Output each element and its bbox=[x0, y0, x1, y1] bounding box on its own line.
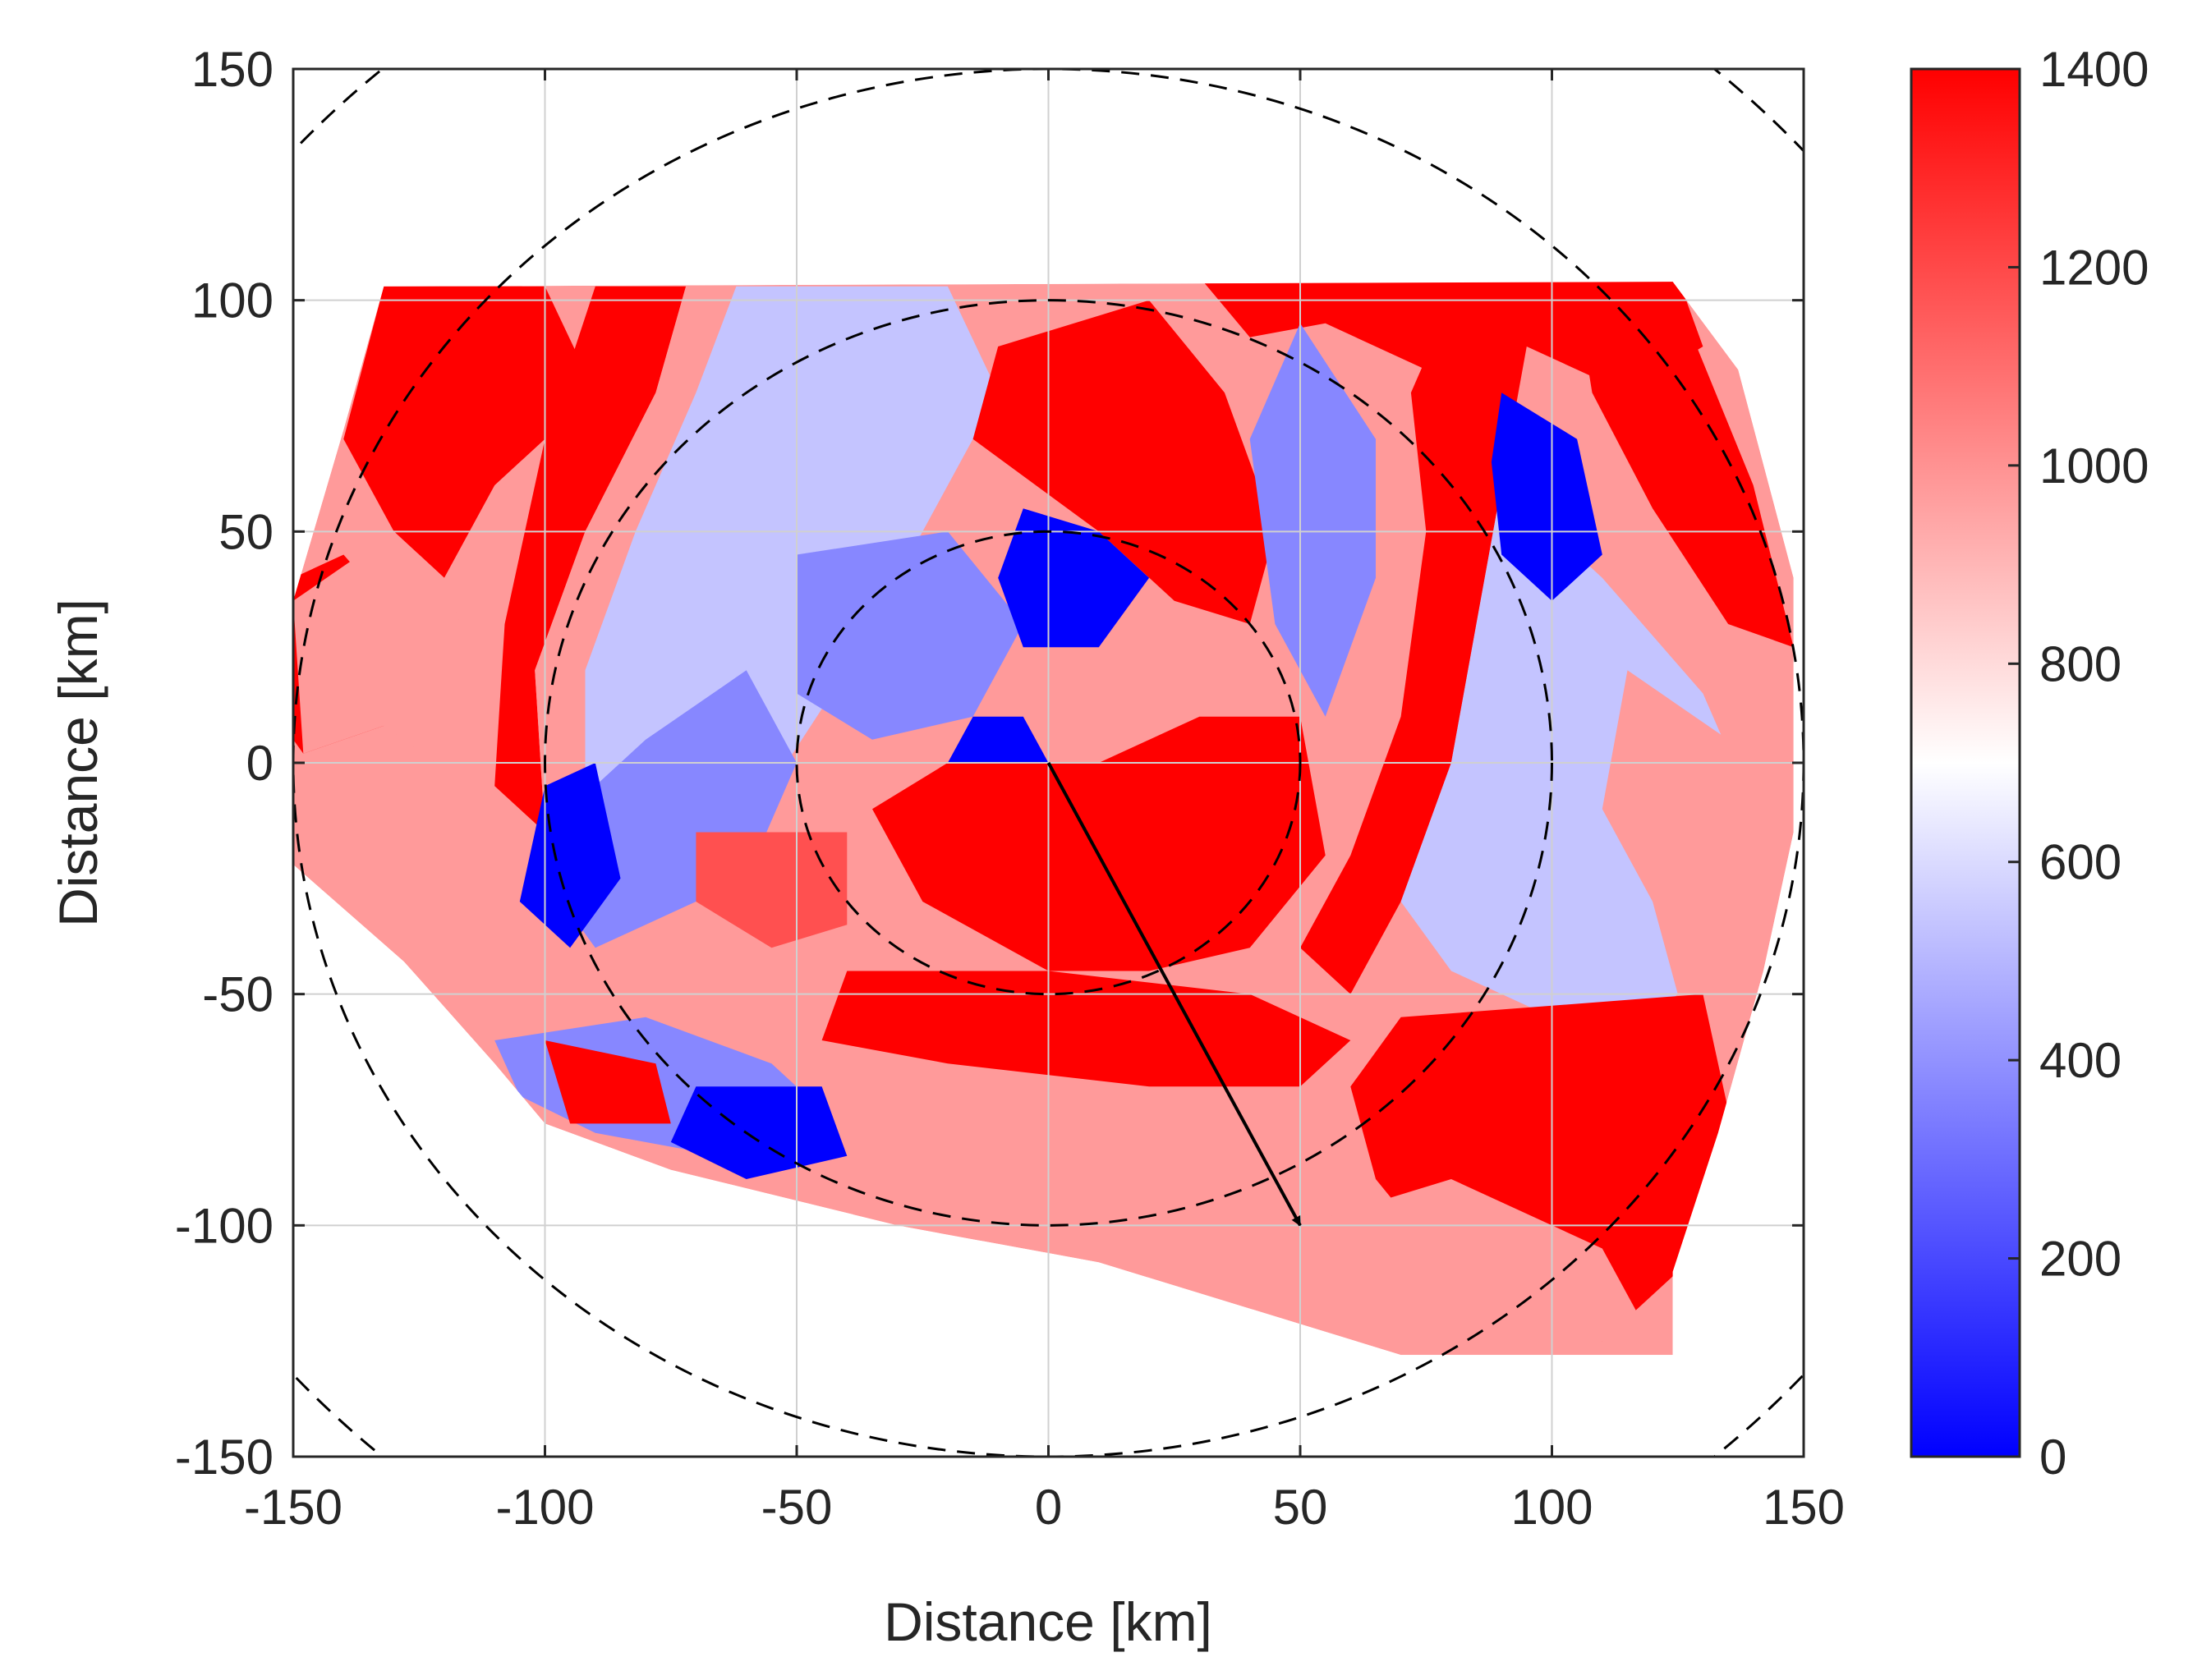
y-axis-label: Distance [km] bbox=[48, 599, 108, 927]
field-region-inner-mid-blue bbox=[797, 531, 1023, 740]
field-region-east-mid-blue bbox=[1249, 323, 1376, 717]
x-tick-label: 150 bbox=[1763, 1480, 1845, 1535]
heatmap-field bbox=[293, 282, 1794, 1356]
colorbar-tick-label: 1200 bbox=[2039, 240, 2149, 295]
colorbar: 1400 1200 1000 800 600 400 200 0 bbox=[1910, 42, 2149, 1485]
field-region-northwest-band bbox=[343, 286, 595, 578]
field-region-spiral-band-1 bbox=[494, 286, 687, 833]
field-region-southwest-red bbox=[545, 1040, 671, 1124]
field-region-far-east-pink bbox=[1602, 670, 1779, 994]
field-region-south-red-band bbox=[821, 971, 1351, 1087]
y-axis: 150 100 50 0 -50 -100 -150 bbox=[175, 42, 1804, 1485]
colorbar-tick-label: 1000 bbox=[2039, 438, 2149, 493]
colorbar-ticks: 1400 1200 1000 800 600 400 200 0 bbox=[2008, 42, 2149, 1485]
range-rings bbox=[293, 69, 1804, 1457]
field-region-southwest-mid-red bbox=[696, 832, 848, 948]
field-region-east-dark-blue bbox=[1491, 392, 1602, 601]
field-region-far-east-red bbox=[1577, 300, 1794, 648]
x-tick-label: 0 bbox=[1035, 1480, 1062, 1535]
y-tick-label: 100 bbox=[191, 273, 274, 328]
x-tick-label: -150 bbox=[244, 1480, 342, 1535]
colorbar-frame bbox=[1910, 67, 2021, 1458]
x-axis-label: Distance [km] bbox=[884, 1591, 1212, 1652]
colorbar-tick-label: 600 bbox=[2039, 835, 2122, 890]
range-ring bbox=[544, 299, 1553, 1227]
field-region-south-dark-blue bbox=[670, 1086, 848, 1179]
x-tick-label: -50 bbox=[761, 1480, 833, 1535]
colorbar-gradient bbox=[1911, 69, 2020, 1457]
field-region-northwest-pink bbox=[293, 531, 485, 787]
colorbar-tick-label: 400 bbox=[2039, 1033, 2122, 1088]
colorbar-tick-label: 200 bbox=[2039, 1232, 2122, 1287]
y-tick-label: -100 bbox=[175, 1198, 274, 1253]
colorbar-tick-label: 1400 bbox=[2039, 42, 2149, 97]
motion-arrow bbox=[1046, 762, 1302, 1227]
plot-area bbox=[292, 67, 1805, 1458]
x-tick-label: -100 bbox=[495, 1480, 594, 1535]
y-tick-label: -150 bbox=[175, 1430, 274, 1485]
field-region-center-red bbox=[872, 716, 1326, 971]
field-region-east-red-band bbox=[1300, 300, 1527, 994]
colorbar-tick-label: 800 bbox=[2039, 636, 2122, 691]
field-region-south-pink bbox=[847, 1109, 1351, 1249]
x-tick-label: 100 bbox=[1510, 1480, 1593, 1535]
range-ring bbox=[795, 530, 1302, 996]
y-tick-label: 0 bbox=[246, 736, 274, 791]
y-tick-label: 150 bbox=[191, 42, 274, 97]
x-tick-label: 50 bbox=[1273, 1480, 1328, 1535]
field-region-inner-dark-blue bbox=[998, 508, 1150, 648]
x-axis: -150 -100 -50 0 50 100 150 bbox=[244, 69, 1845, 1535]
colorbar-tick-label: 0 bbox=[2039, 1430, 2066, 1485]
y-tick-label: 50 bbox=[218, 504, 274, 559]
y-tick-label: -50 bbox=[202, 967, 274, 1022]
